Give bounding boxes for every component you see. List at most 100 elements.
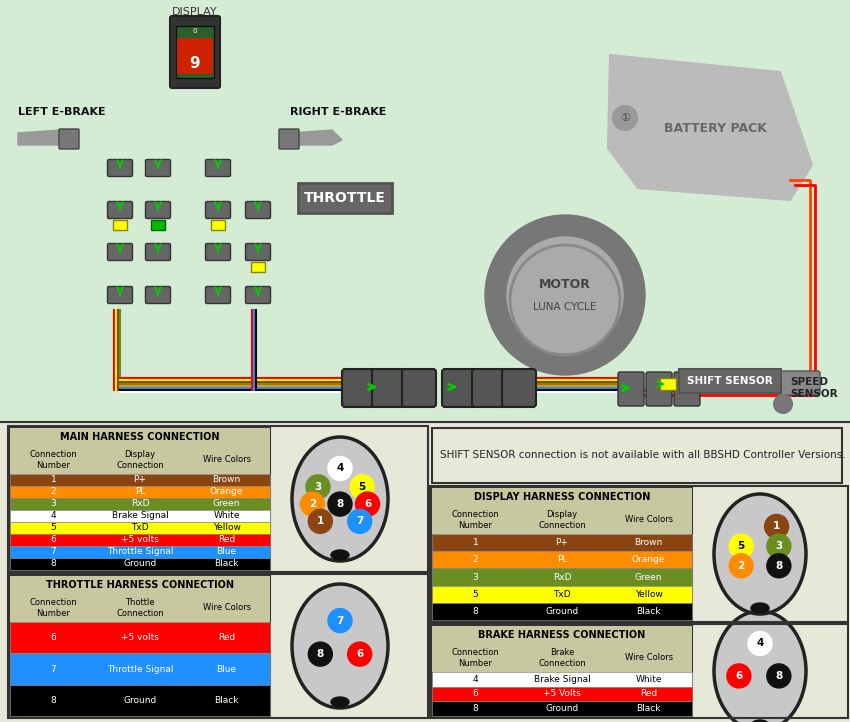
Text: +5 volts: +5 volts xyxy=(121,633,159,642)
FancyBboxPatch shape xyxy=(107,201,133,219)
Text: Black: Black xyxy=(637,704,661,713)
Circle shape xyxy=(767,664,791,688)
FancyBboxPatch shape xyxy=(145,201,171,219)
FancyBboxPatch shape xyxy=(145,243,171,261)
Text: Connection
Number: Connection Number xyxy=(451,648,499,668)
FancyBboxPatch shape xyxy=(10,622,270,653)
Text: RxD: RxD xyxy=(552,573,571,581)
Text: RIGHT E-BRAKE: RIGHT E-BRAKE xyxy=(290,107,387,117)
Ellipse shape xyxy=(292,437,388,561)
Text: DISPLAY HARNESS CONNECTION: DISPLAY HARNESS CONNECTION xyxy=(473,492,650,502)
Text: Red: Red xyxy=(218,536,235,544)
Text: Brake Signal: Brake Signal xyxy=(111,511,168,521)
FancyBboxPatch shape xyxy=(298,183,392,213)
FancyBboxPatch shape xyxy=(145,160,171,176)
FancyBboxPatch shape xyxy=(10,684,270,716)
FancyBboxPatch shape xyxy=(113,220,127,230)
FancyBboxPatch shape xyxy=(10,576,270,716)
FancyBboxPatch shape xyxy=(151,220,165,230)
Circle shape xyxy=(348,642,371,666)
Circle shape xyxy=(727,664,751,688)
Circle shape xyxy=(774,395,792,413)
FancyBboxPatch shape xyxy=(10,486,270,498)
Text: SHIFT SENSOR connection is not available with all BBSHD Controller Versions.: SHIFT SENSOR connection is not available… xyxy=(440,451,846,461)
Ellipse shape xyxy=(331,550,349,560)
Polygon shape xyxy=(18,130,70,145)
Text: Brake Signal: Brake Signal xyxy=(534,675,591,684)
Text: Black: Black xyxy=(637,607,661,616)
Text: 1: 1 xyxy=(473,538,479,547)
FancyBboxPatch shape xyxy=(279,129,299,149)
Text: White: White xyxy=(213,511,240,521)
Circle shape xyxy=(485,215,645,375)
Text: Yellow: Yellow xyxy=(635,590,663,599)
FancyBboxPatch shape xyxy=(206,201,230,219)
Text: ①: ① xyxy=(620,113,630,123)
Text: 6: 6 xyxy=(473,690,479,698)
Text: 4: 4 xyxy=(337,464,343,474)
Text: 6: 6 xyxy=(356,649,363,659)
Text: 1: 1 xyxy=(50,476,56,484)
Text: Yellow: Yellow xyxy=(212,523,241,533)
Text: Connection
Number: Connection Number xyxy=(451,510,499,530)
Text: 4: 4 xyxy=(756,638,763,648)
Ellipse shape xyxy=(751,603,769,613)
Circle shape xyxy=(350,475,374,499)
Text: 8: 8 xyxy=(50,696,56,705)
Text: Wire Colors: Wire Colors xyxy=(202,604,251,612)
FancyBboxPatch shape xyxy=(10,653,270,684)
Text: Ground: Ground xyxy=(546,704,579,713)
FancyBboxPatch shape xyxy=(432,506,692,534)
FancyBboxPatch shape xyxy=(246,287,270,303)
FancyBboxPatch shape xyxy=(432,551,692,568)
Text: 9: 9 xyxy=(190,56,201,71)
FancyBboxPatch shape xyxy=(10,428,270,446)
Text: 3: 3 xyxy=(473,573,479,581)
Text: 1: 1 xyxy=(317,516,324,526)
Circle shape xyxy=(309,509,332,534)
FancyBboxPatch shape xyxy=(251,262,265,272)
Text: 6: 6 xyxy=(50,633,56,642)
Circle shape xyxy=(328,492,352,516)
Circle shape xyxy=(507,237,623,353)
Text: 0: 0 xyxy=(193,28,197,34)
Ellipse shape xyxy=(714,611,806,722)
FancyBboxPatch shape xyxy=(10,558,270,570)
FancyBboxPatch shape xyxy=(10,522,270,534)
FancyBboxPatch shape xyxy=(145,287,171,303)
FancyBboxPatch shape xyxy=(246,201,270,219)
Text: Black: Black xyxy=(214,560,239,568)
FancyBboxPatch shape xyxy=(432,568,692,586)
Circle shape xyxy=(348,509,371,534)
Text: 5: 5 xyxy=(50,523,56,533)
Text: DISPLAY: DISPLAY xyxy=(173,7,218,17)
Text: SPEED: SPEED xyxy=(790,377,828,387)
Text: RxD: RxD xyxy=(131,500,150,508)
FancyBboxPatch shape xyxy=(10,534,270,546)
Circle shape xyxy=(309,642,332,666)
Text: 7: 7 xyxy=(356,516,363,526)
FancyBboxPatch shape xyxy=(0,422,850,722)
Text: SHIFT SENSOR: SHIFT SENSOR xyxy=(687,376,773,386)
FancyBboxPatch shape xyxy=(206,160,230,176)
FancyBboxPatch shape xyxy=(10,546,270,558)
Circle shape xyxy=(328,609,352,632)
Text: 8: 8 xyxy=(775,561,783,571)
Text: Throttle Signal: Throttle Signal xyxy=(107,547,173,557)
FancyBboxPatch shape xyxy=(432,488,692,620)
Text: 2: 2 xyxy=(50,487,56,497)
Text: Connection
Number: Connection Number xyxy=(30,451,77,470)
Text: 3: 3 xyxy=(775,541,783,551)
Text: PL: PL xyxy=(557,555,567,565)
Circle shape xyxy=(300,492,325,516)
Text: P+: P+ xyxy=(133,476,146,484)
Text: 8: 8 xyxy=(473,607,479,616)
Text: SENSOR: SENSOR xyxy=(790,389,837,399)
Text: BATTERY PACK: BATTERY PACK xyxy=(664,121,767,134)
Circle shape xyxy=(748,632,772,656)
Text: 6: 6 xyxy=(735,671,743,681)
Text: 2: 2 xyxy=(309,499,316,509)
Polygon shape xyxy=(608,55,812,200)
Text: 2: 2 xyxy=(473,555,479,565)
FancyBboxPatch shape xyxy=(107,243,133,261)
